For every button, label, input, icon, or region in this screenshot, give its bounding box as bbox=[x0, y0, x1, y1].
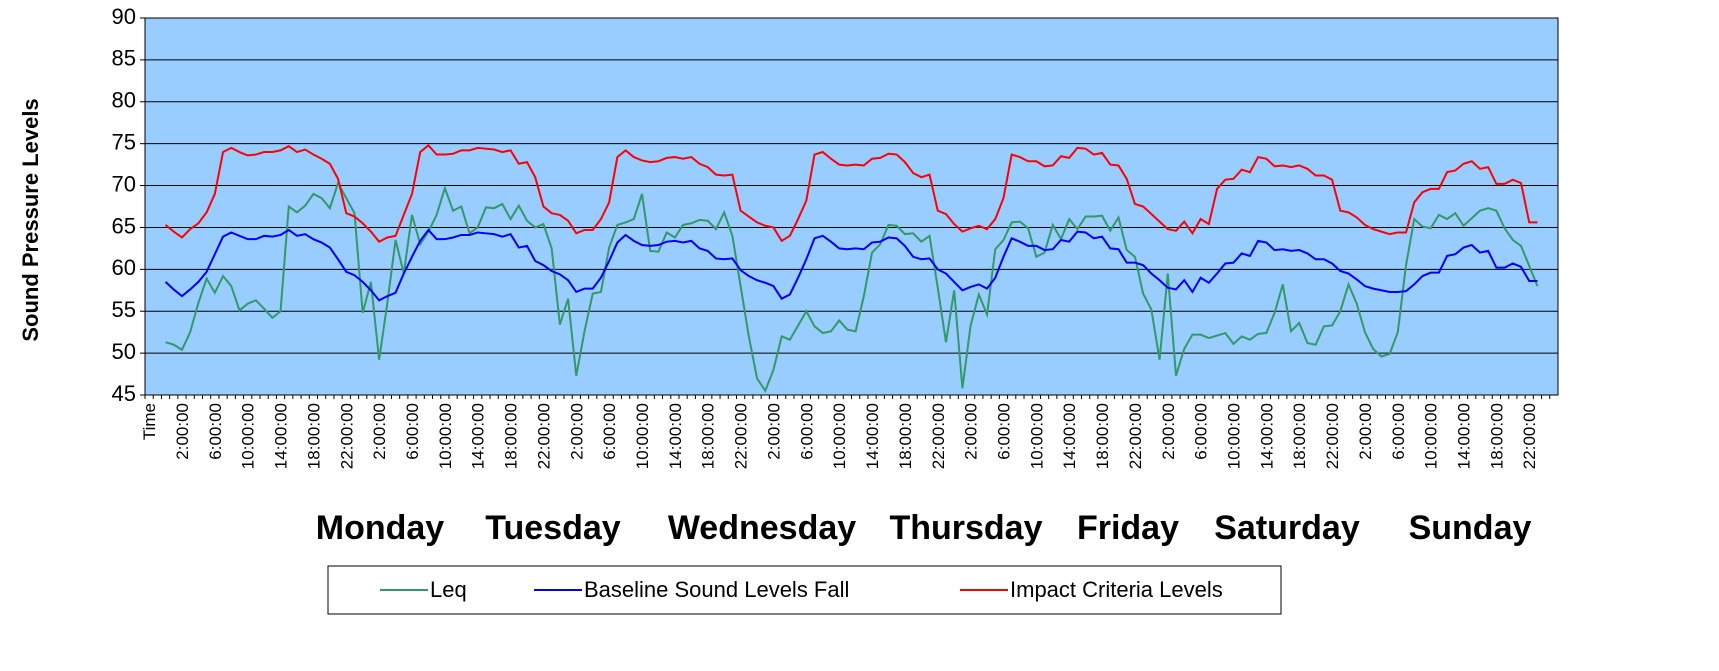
x-tick-label: 2:00:00 bbox=[370, 403, 389, 460]
x-tick-label: 2:00:00 bbox=[1159, 403, 1178, 460]
x-tick-label: 2:00:00 bbox=[962, 403, 981, 460]
legend-label: Baseline Sound Levels Fall bbox=[584, 577, 849, 602]
x-tick-label: 6:00:00 bbox=[797, 403, 816, 460]
y-tick-label: 85 bbox=[112, 46, 136, 71]
x-tick-label: 18:00:00 bbox=[896, 403, 915, 469]
day-label: Friday bbox=[1077, 509, 1179, 547]
x-tick-label: 22:00:00 bbox=[1323, 403, 1342, 469]
x-tick-label: 14:00:00 bbox=[469, 403, 488, 469]
y-tick-label: 50 bbox=[112, 339, 136, 364]
x-tick-label: 18:00:00 bbox=[502, 403, 521, 469]
day-label: Sunday bbox=[1409, 509, 1532, 547]
day-label: Monday bbox=[316, 509, 445, 547]
x-tick-label: 18:00:00 bbox=[1093, 403, 1112, 469]
x-tick-label: 14:00:00 bbox=[1455, 403, 1474, 469]
legend-label: Leq bbox=[430, 577, 467, 602]
x-tick-label: 10:00:00 bbox=[1027, 403, 1046, 469]
series-line bbox=[164, 143, 1538, 243]
x-tick-label: 22:00:00 bbox=[732, 403, 751, 469]
x-tick-label: 22:00:00 bbox=[337, 403, 356, 469]
legend-box bbox=[327, 565, 1282, 615]
x-tick-label: 14:00:00 bbox=[272, 403, 291, 469]
y-tick-label: 60 bbox=[112, 255, 136, 280]
x-tick-label: 22:00:00 bbox=[929, 403, 948, 469]
y-tick-label: 65 bbox=[112, 213, 136, 238]
y-tick-label: 45 bbox=[112, 381, 136, 406]
x-tick-label: 14:00:00 bbox=[1257, 403, 1276, 469]
y-tick-label: 70 bbox=[112, 171, 136, 196]
x-tick-label: 10:00:00 bbox=[436, 403, 455, 469]
x-tick-label: 14:00:00 bbox=[666, 403, 685, 469]
legend-label: Impact Criteria Levels bbox=[1010, 577, 1223, 602]
x-tick-label: 18:00:00 bbox=[699, 403, 718, 469]
y-tick-label: 75 bbox=[112, 129, 136, 154]
x-tick-label: 2:00:00 bbox=[173, 403, 192, 460]
x-tick-label: Time bbox=[140, 403, 159, 440]
x-tick-label: 18:00:00 bbox=[1487, 403, 1506, 469]
y-tick-label: 55 bbox=[112, 297, 136, 322]
x-tick-label: 10:00:00 bbox=[239, 403, 258, 469]
x-tick-label: 6:00:00 bbox=[600, 403, 619, 460]
x-tick-label: 22:00:00 bbox=[1126, 403, 1145, 469]
x-tick-label: 10:00:00 bbox=[830, 403, 849, 469]
x-tick-label: 6:00:00 bbox=[206, 403, 225, 460]
y-tick-label: 90 bbox=[112, 4, 136, 29]
day-label: Wednesday bbox=[668, 509, 856, 547]
x-tick-label: 10:00:00 bbox=[633, 403, 652, 469]
x-tick-label: 22:00:00 bbox=[1520, 403, 1539, 469]
series-line bbox=[164, 228, 1538, 302]
x-tick-label: 22:00:00 bbox=[534, 403, 553, 469]
x-tick-label: 6:00:00 bbox=[403, 403, 422, 460]
x-tick-label: 10:00:00 bbox=[1225, 403, 1244, 469]
x-tick-label: 6:00:00 bbox=[994, 403, 1013, 460]
x-tick-label: 14:00:00 bbox=[863, 403, 882, 469]
x-tick-label: 18:00:00 bbox=[304, 403, 323, 469]
x-tick-label: 6:00:00 bbox=[1389, 403, 1408, 460]
x-tick-label: 2:00:00 bbox=[567, 403, 586, 460]
day-label: Thursday bbox=[889, 509, 1042, 547]
x-tick-label: 2:00:00 bbox=[764, 403, 783, 460]
x-tick-label: 6:00:00 bbox=[1192, 403, 1211, 460]
x-tick-label: 18:00:00 bbox=[1290, 403, 1309, 469]
x-tick-label: 10:00:00 bbox=[1422, 403, 1441, 469]
y-tick-label: 80 bbox=[112, 88, 136, 113]
y-axis-title: Sound Pressure Levels bbox=[18, 98, 43, 341]
x-tick-label: 2:00:00 bbox=[1356, 403, 1375, 460]
plot-area bbox=[144, 17, 1559, 396]
series-line bbox=[165, 180, 1539, 393]
day-label: Tuesday bbox=[485, 509, 621, 547]
x-tick-label: 14:00:00 bbox=[1060, 403, 1079, 469]
day-label: Saturday bbox=[1214, 509, 1360, 547]
